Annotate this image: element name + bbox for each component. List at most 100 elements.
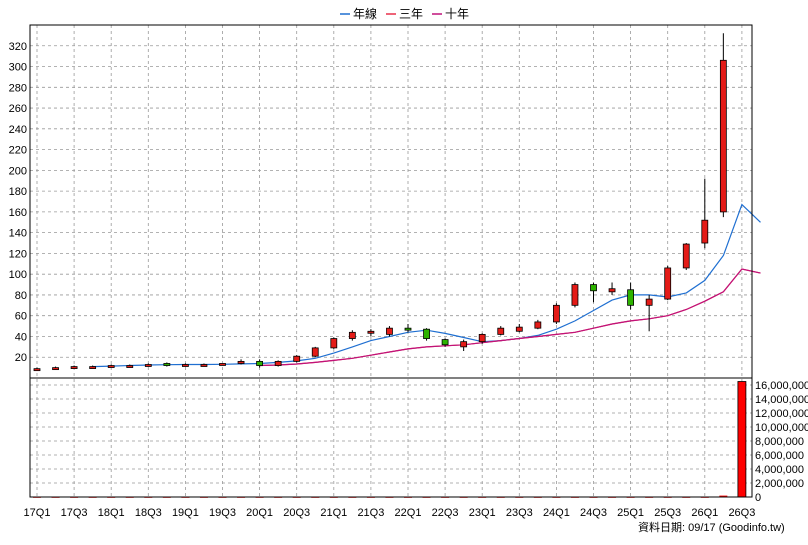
price-tick-label: 160 (9, 207, 27, 219)
candle-body (553, 304, 560, 323)
x-tick-label: 23Q3 (506, 507, 533, 519)
ma-line (259, 268, 761, 367)
candle-body (478, 333, 486, 343)
price-tick-label: 140 (9, 228, 27, 240)
candle-body (293, 355, 301, 362)
x-tick-label: 26Q3 (728, 507, 755, 519)
candle-body (126, 365, 134, 368)
x-tick-label: 21Q1 (320, 507, 347, 519)
price-tick-label: 200 (9, 165, 27, 177)
legend: 年線 三年 十年 (340, 6, 469, 21)
legend-label-10yr: 十年 (445, 7, 469, 21)
candle-body (719, 59, 727, 213)
candle-body (645, 298, 653, 306)
price-tick-label: 280 (9, 82, 27, 94)
x-tick-label: 17Q3 (61, 507, 88, 519)
price-tick-label: 180 (9, 186, 27, 198)
price-tick-label: 220 (9, 145, 27, 157)
x-tick-label: 23Q1 (469, 507, 496, 519)
legend-label-annual: 年線 (353, 6, 377, 21)
footer-source: 資料日期: 09/17 (Goodinfo.tw) (638, 520, 785, 534)
candlesticks (33, 33, 727, 372)
candle-body (107, 365, 115, 368)
price-tick-label: 80 (15, 290, 27, 302)
x-tick-label: 24Q3 (580, 507, 607, 519)
candle-body (701, 219, 709, 244)
volume-tick-label: 0 (755, 492, 761, 504)
candle-body (89, 366, 97, 369)
ma-line (92, 203, 761, 368)
price-tick-label: 20 (15, 352, 27, 364)
volume-tick-label: 2,000,000 (755, 478, 804, 490)
volume-tick-label: 8,000,000 (755, 436, 804, 448)
x-tick-label: 21Q3 (357, 507, 384, 519)
candle-body (33, 368, 41, 372)
x-tick-label: 24Q1 (543, 507, 570, 519)
volume-tick-label: 14,000,000 (755, 394, 808, 406)
candle-body (386, 327, 393, 335)
candle-body (571, 284, 579, 306)
candle-body (423, 328, 430, 339)
x-tick-label: 20Q3 (283, 507, 310, 519)
price-tick-label: 40 (15, 331, 27, 343)
candle-body (534, 321, 542, 329)
price-tick-label: 320 (9, 41, 27, 53)
x-tick-label: 18Q3 (135, 507, 162, 519)
price-tick-label: 60 (15, 311, 27, 323)
candle-body (256, 360, 264, 366)
volume-y-axis: 0 2,000,000 4,000,000 6,000,000 8,000,000 10,… (755, 380, 808, 504)
legend-label-3yr: 三年 (399, 7, 423, 21)
x-tick-label: 17Q1 (24, 507, 51, 519)
candle-body (330, 338, 338, 349)
candle-body (367, 330, 375, 334)
volume-tick-label: 6,000,000 (755, 450, 804, 462)
candle-body (404, 327, 412, 331)
price-tick-label: 240 (9, 124, 27, 136)
candle-body (497, 327, 505, 335)
ma-line (259, 268, 761, 367)
candle-body (627, 289, 634, 306)
volume-bar (737, 381, 747, 498)
candle-body (441, 339, 449, 346)
candle-body (682, 243, 690, 269)
candle-body (52, 367, 59, 371)
x-tick-label: 20Q1 (246, 507, 273, 519)
candle-body (181, 364, 189, 367)
x-tick-label: 22Q1 (395, 507, 422, 519)
x-tick-label: 25Q3 (654, 507, 681, 519)
x-tick-label: 26Q1 (691, 507, 718, 519)
plot-frame (29, 24, 753, 498)
price-tick-label: 120 (9, 248, 27, 260)
plot-border (29, 24, 753, 498)
candle-body (590, 284, 597, 292)
candle-body (460, 341, 468, 348)
x-axis: 17Q1 17Q3 18Q1 18Q3 19Q1 19Q3 20Q1 20Q3 21Q1 21Q3… (24, 507, 756, 519)
volume-tick-label: 12,000,000 (755, 408, 808, 420)
candle-body (664, 267, 672, 300)
x-tick-label: 19Q3 (209, 507, 236, 519)
price-y-axis: 20 40 60 80 100 120 140 160 180 200 220 240 260 280 30… (9, 41, 27, 364)
volume-gridlines (30, 384, 752, 498)
candle-body (219, 363, 226, 366)
volume-tick-label: 16,000,000 (755, 380, 808, 392)
candle-body (608, 288, 616, 293)
x-tick-label: 19Q1 (172, 507, 199, 519)
x-tick-label: 22Q3 (432, 507, 459, 519)
price-tick-label: 300 (9, 62, 27, 74)
price-gridlines (30, 25, 752, 497)
candle-body (311, 347, 319, 357)
candle-body (237, 360, 245, 364)
candle-body (70, 366, 78, 369)
candle-body (515, 326, 523, 332)
volume-tick-label: 4,000,000 (755, 464, 804, 476)
x-tick-label: 18Q1 (98, 507, 125, 519)
volume-bar (719, 495, 728, 497)
candle-body (274, 360, 282, 366)
candle-body (163, 363, 171, 366)
x-tick-label: 25Q1 (617, 507, 644, 519)
price-tick-label: 260 (9, 103, 27, 115)
moving-average-lines (92, 203, 761, 368)
candle-body (200, 364, 208, 367)
